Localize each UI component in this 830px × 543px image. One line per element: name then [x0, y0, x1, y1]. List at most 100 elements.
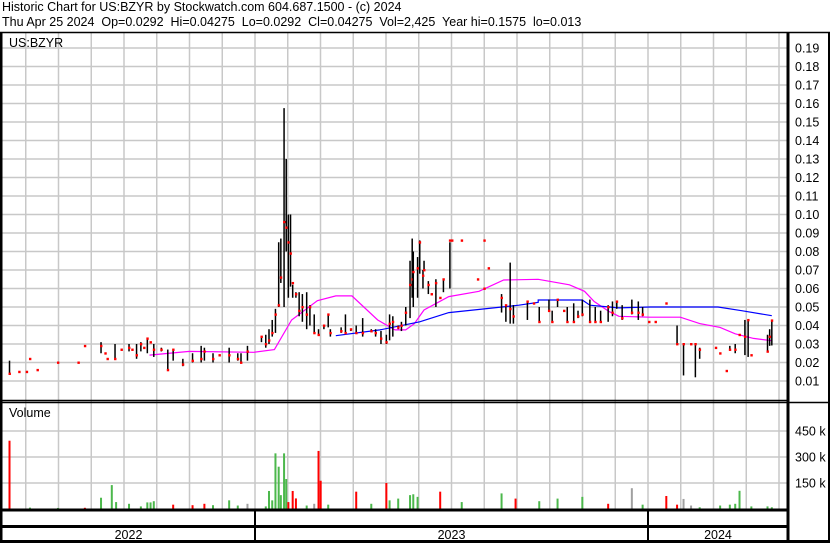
- volume-tick-label: 300 k: [795, 451, 826, 465]
- close-marker: [577, 315, 580, 318]
- price-tick-label: 0.07: [795, 264, 819, 278]
- close-marker: [271, 331, 274, 335]
- close-marker: [379, 337, 383, 340]
- close-marker: [430, 293, 433, 296]
- volume-bar: [460, 502, 463, 509]
- close-marker: [615, 300, 619, 303]
- close-marker: [104, 352, 107, 355]
- close-marker: [181, 363, 185, 366]
- volume-bar: [264, 506, 267, 509]
- close-marker: [279, 276, 283, 279]
- volume-bar: [738, 490, 741, 509]
- close-marker: [607, 306, 610, 309]
- volume-grid: [2, 430, 788, 484]
- close-marker: [283, 220, 286, 224]
- close-marker: [588, 320, 592, 324]
- volume-bar: [514, 498, 517, 509]
- close-marker: [421, 274, 425, 277]
- volume-bar: [152, 501, 155, 509]
- volume-bar: [682, 498, 685, 509]
- close-marker: [313, 331, 316, 335]
- close-marker: [460, 239, 464, 242]
- price-tick-label: 0.04: [795, 319, 819, 333]
- moving-averages: [149, 278, 772, 356]
- volume-bar: [228, 500, 231, 509]
- volume-bar: [110, 485, 113, 509]
- volume-bar: [690, 505, 693, 509]
- close-marker: [83, 344, 87, 348]
- volume-bar: [313, 503, 316, 509]
- close-marker: [349, 328, 353, 331]
- close-marker: [648, 320, 651, 324]
- close-marker: [139, 343, 143, 346]
- close-marker: [370, 330, 373, 333]
- close-marker: [131, 348, 134, 351]
- price-tick-label: 0.11: [795, 190, 818, 204]
- volume-label: Volume: [9, 406, 51, 420]
- close-marker: [630, 311, 634, 314]
- close-marker: [572, 320, 576, 324]
- close-marker: [267, 339, 271, 342]
- close-marker: [750, 354, 753, 357]
- volume-bar: [370, 503, 373, 509]
- close-marker: [327, 313, 330, 316]
- close-marker: [400, 324, 403, 327]
- close-marker: [218, 354, 221, 357]
- price-tick-label: 0.01: [795, 375, 819, 389]
- volume-tick-label: 150 k: [795, 477, 826, 491]
- volume-bar: [641, 504, 644, 509]
- close-marker: [512, 315, 515, 318]
- close-marker: [285, 226, 288, 229]
- close-marker: [451, 239, 454, 242]
- close-marker: [128, 346, 131, 350]
- close-marker: [160, 348, 163, 351]
- volume-bar: [607, 503, 610, 509]
- close-marker: [361, 331, 365, 335]
- close-marker: [676, 343, 679, 346]
- close-marker: [344, 331, 347, 335]
- volume-bar: [128, 503, 131, 509]
- close-marker: [77, 361, 80, 364]
- price-tick-label: 0.14: [795, 134, 819, 148]
- volume-bar: [283, 453, 286, 509]
- year-label-2024: 2024: [704, 528, 732, 542]
- volume-bar: [305, 505, 308, 509]
- close-marker: [448, 239, 452, 242]
- close-marker: [291, 281, 295, 285]
- volume-bar: [271, 500, 274, 509]
- close-marker: [487, 267, 491, 270]
- volume-bar: [246, 503, 249, 509]
- close-marker: [728, 348, 732, 351]
- moving-average-long: [335, 299, 772, 337]
- volume-bar: [581, 496, 584, 509]
- volume-bar: [274, 453, 277, 509]
- chart-title: Historic Chart for US:BZYR by Stockwatch…: [2, 0, 402, 14]
- volume-bar: [203, 503, 206, 509]
- volume-bar: [439, 491, 442, 509]
- volume-bar: [212, 505, 215, 509]
- close-marker: [236, 357, 240, 361]
- close-marker: [409, 283, 412, 287]
- close-marker: [532, 302, 536, 305]
- volume-bar: [277, 466, 280, 509]
- volume-bar: [676, 504, 679, 509]
- year-label-2022: 2022: [115, 528, 143, 542]
- close-marker: [18, 370, 21, 374]
- close-marker: [355, 331, 358, 335]
- symbol-label: US:BZYR: [9, 36, 63, 50]
- close-marker: [114, 357, 117, 361]
- close-marker: [143, 346, 146, 350]
- volume-bar: [665, 496, 668, 509]
- volume-bar: [770, 507, 773, 509]
- quote-summary: Thu Apr 25 2024 Op=0.0292 Hi=0.04275 Lo=…: [2, 15, 582, 29]
- close-marker: [770, 319, 774, 322]
- volume-bar: [236, 505, 239, 509]
- price-tick-label: 0.10: [795, 208, 819, 222]
- close-marker: [212, 357, 215, 361]
- price-tick-label: 0.19: [795, 42, 819, 56]
- volume-bar: [556, 498, 559, 509]
- close-marker: [547, 309, 551, 313]
- volume-bar: [294, 498, 297, 509]
- close-marker: [621, 317, 624, 320]
